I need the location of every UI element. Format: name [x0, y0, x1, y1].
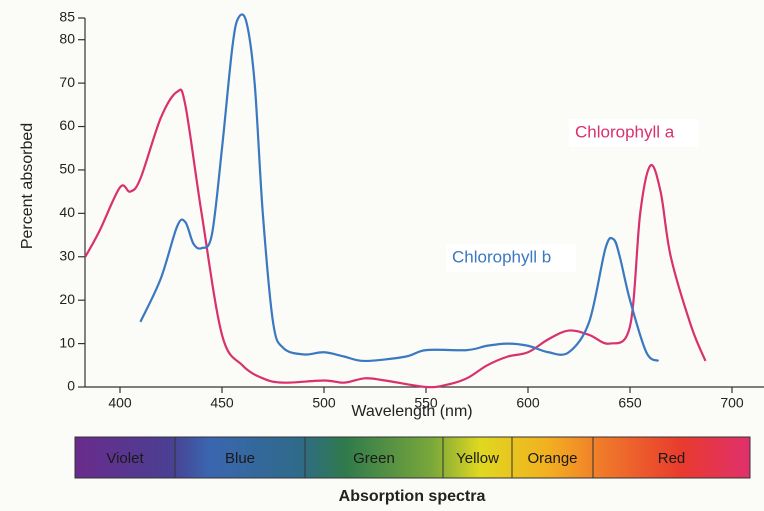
series-label: Chlorophyll b: [452, 247, 551, 266]
y-tick-label: 40: [59, 204, 75, 220]
y-tick-label: 60: [59, 117, 75, 133]
label-background: [446, 244, 576, 272]
x-tick-label: 600: [516, 395, 540, 411]
x-axis-label: Wavelength (nm): [351, 403, 472, 420]
x-tick-label: 550: [414, 395, 438, 411]
x-tick-label: 700: [720, 395, 744, 411]
y-axis-label: Percent absorbed: [19, 123, 36, 249]
y-tick-label: 80: [59, 30, 75, 46]
y-tick-label: 20: [59, 291, 75, 307]
band-label: Yellow: [456, 450, 499, 467]
band-label: Violet: [106, 450, 144, 467]
band-label: Green: [353, 450, 395, 467]
data-line: [84, 88, 707, 389]
series-label: Chlorophyll a: [575, 122, 675, 141]
caption: Absorption spectra: [339, 488, 486, 505]
band-label: Blue: [225, 450, 255, 467]
x-tick-label: 650: [618, 395, 642, 411]
y-tick-label: 85: [59, 9, 75, 25]
data-line: [139, 13, 660, 363]
y-tick-label: 30: [59, 247, 75, 263]
y-tick-label: 70: [59, 74, 75, 90]
label-background: [569, 119, 699, 147]
spectrum-bar: [74, 436, 751, 479]
x-tick-label: 500: [312, 395, 336, 411]
band-label: Orange: [527, 450, 577, 467]
x-tick-label: 400: [108, 395, 132, 411]
y-tick-label: 50: [59, 161, 75, 177]
x-tick-label: 450: [210, 395, 234, 411]
y-tick-label: 0: [67, 378, 75, 394]
y-tick-label: 10: [59, 334, 75, 350]
band-label: Red: [658, 450, 686, 467]
